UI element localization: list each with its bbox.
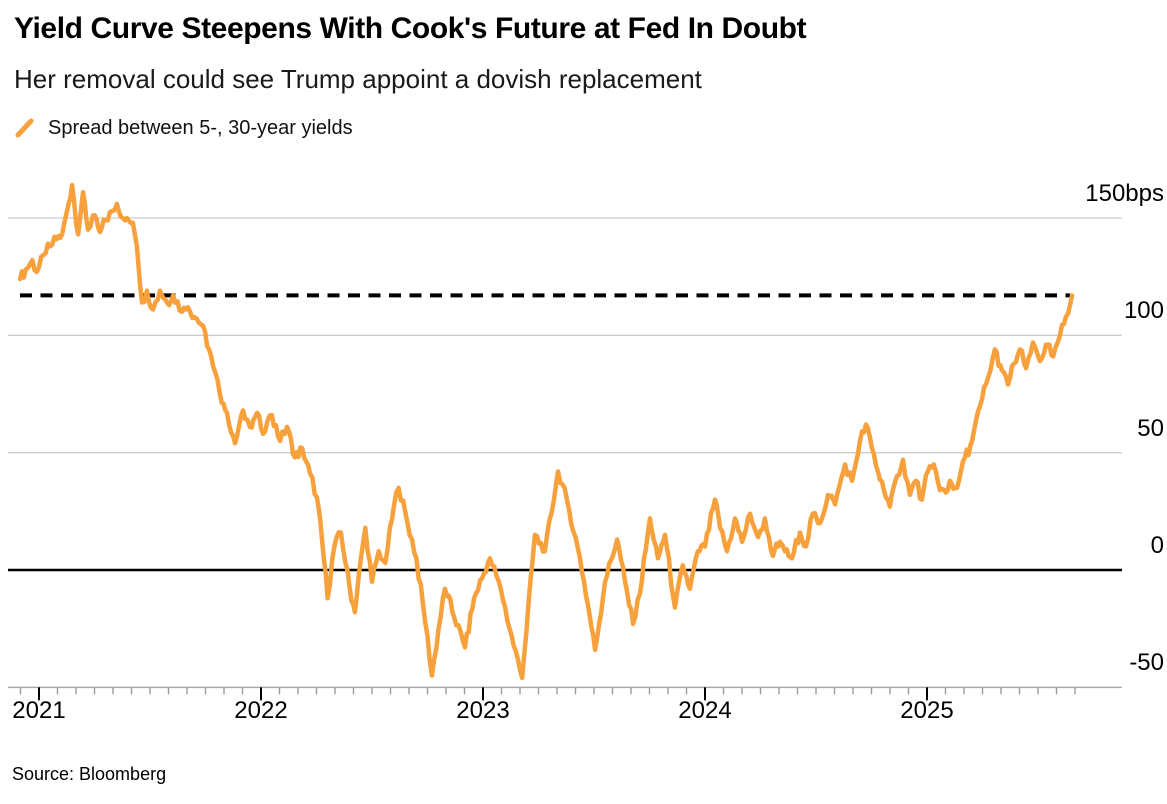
source-note: Source: Bloomberg <box>12 764 167 784</box>
y-tick-label-100: 100 <box>1123 297 1164 325</box>
chart-subtitle: Her removal could see Trump appoint a do… <box>14 64 702 94</box>
x-tick-label-2022: 2022 <box>234 697 288 724</box>
x-tick-label-2021: 2021 <box>12 697 66 724</box>
y-tick-label-150: 150bps <box>1085 179 1164 207</box>
spread-line-series <box>17 182 1075 681</box>
y-tick-label--50: -50 <box>1129 649 1164 677</box>
x-tick-label-2023: 2023 <box>456 697 510 724</box>
legend: Spread between 5-, 30-year yields <box>14 117 353 140</box>
y-tick-label-0: 0 <box>1150 532 1164 559</box>
chart-title: Yield Curve Steepens With Cook's Future … <box>14 12 807 45</box>
x-tick-label-2024: 2024 <box>678 697 732 724</box>
legend-label: Spread between 5-, 30-year yields <box>48 117 353 139</box>
y-tick-label-50: 50 <box>1137 414 1164 442</box>
x-tick-label-2025: 2025 <box>900 697 954 724</box>
legend-slash-icon <box>14 118 36 140</box>
